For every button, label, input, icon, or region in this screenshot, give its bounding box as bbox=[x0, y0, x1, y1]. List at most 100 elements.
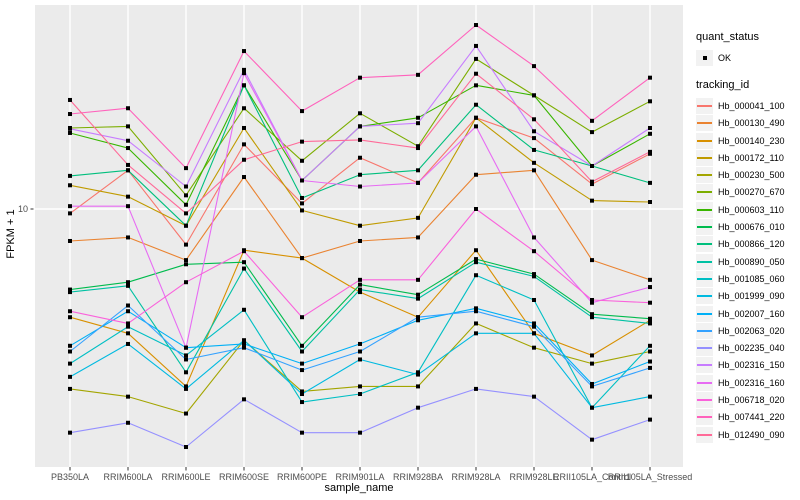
data-point[interactable] bbox=[474, 306, 478, 311]
data-point[interactable] bbox=[300, 361, 304, 366]
legend-item[interactable]: Hb_002007_160 bbox=[696, 305, 800, 322]
data-point[interactable] bbox=[126, 309, 130, 314]
data-point[interactable] bbox=[126, 204, 130, 209]
data-point[interactable] bbox=[416, 372, 420, 377]
data-point[interactable] bbox=[126, 146, 130, 151]
data-point[interactable] bbox=[532, 64, 536, 69]
data-point[interactable] bbox=[358, 223, 362, 228]
data-point[interactable] bbox=[184, 258, 188, 263]
data-point[interactable] bbox=[300, 343, 304, 348]
data-point[interactable] bbox=[126, 235, 130, 240]
data-point[interactable] bbox=[126, 162, 130, 167]
data-point[interactable] bbox=[126, 331, 130, 336]
data-point[interactable] bbox=[300, 430, 304, 435]
data-point[interactable] bbox=[590, 381, 594, 386]
data-point[interactable] bbox=[648, 200, 652, 205]
legend-item[interactable]: Hb_002316_150 bbox=[696, 357, 800, 374]
data-point[interactable] bbox=[184, 445, 188, 450]
data-point[interactable] bbox=[590, 300, 594, 305]
data-point[interactable] bbox=[416, 235, 420, 240]
data-point[interactable] bbox=[474, 273, 478, 278]
data-point[interactable] bbox=[474, 257, 478, 262]
data-point[interactable] bbox=[474, 386, 478, 391]
data-point[interactable] bbox=[68, 183, 72, 188]
data-point[interactable] bbox=[300, 389, 304, 394]
data-point[interactable] bbox=[532, 129, 536, 134]
data-point[interactable] bbox=[300, 208, 304, 213]
legend-item[interactable]: Hb_007441_220 bbox=[696, 409, 800, 426]
data-point[interactable] bbox=[590, 297, 594, 302]
data-point[interactable] bbox=[474, 321, 478, 326]
legend-item-ok[interactable]: OK bbox=[696, 49, 800, 66]
data-point[interactable] bbox=[648, 365, 652, 370]
legend-item[interactable]: Hb_000603_110 bbox=[696, 201, 800, 218]
data-point[interactable] bbox=[242, 175, 246, 180]
data-point[interactable] bbox=[416, 72, 420, 77]
data-point[interactable] bbox=[416, 405, 420, 410]
data-point[interactable] bbox=[242, 345, 246, 350]
data-point[interactable] bbox=[242, 260, 246, 265]
data-point[interactable] bbox=[474, 102, 478, 107]
data-point[interactable] bbox=[474, 43, 478, 48]
data-point[interactable] bbox=[184, 411, 188, 416]
data-point[interactable] bbox=[416, 168, 420, 173]
data-point[interactable] bbox=[648, 180, 652, 185]
data-point[interactable] bbox=[300, 368, 304, 373]
legend-item[interactable]: Hb_000230_500 bbox=[696, 166, 800, 184]
legend-item[interactable]: Hb_000270_670 bbox=[696, 184, 800, 201]
data-point[interactable] bbox=[648, 125, 652, 130]
data-point[interactable] bbox=[184, 166, 188, 171]
data-point[interactable] bbox=[358, 238, 362, 243]
data-point[interactable] bbox=[300, 109, 304, 114]
data-point[interactable] bbox=[590, 315, 594, 320]
data-point[interactable] bbox=[184, 242, 188, 247]
data-point[interactable] bbox=[358, 172, 362, 177]
data-point[interactable] bbox=[184, 353, 188, 358]
data-point[interactable] bbox=[590, 118, 594, 123]
data-point[interactable] bbox=[474, 172, 478, 177]
data-point[interactable] bbox=[358, 184, 362, 189]
data-point[interactable] bbox=[648, 149, 652, 154]
data-point[interactable] bbox=[184, 357, 188, 362]
data-point[interactable] bbox=[416, 315, 420, 320]
data-point[interactable] bbox=[416, 384, 420, 389]
data-point[interactable] bbox=[68, 126, 72, 131]
data-point[interactable] bbox=[126, 283, 130, 288]
legend-item[interactable]: Hb_001999_090 bbox=[696, 288, 800, 305]
data-point[interactable] bbox=[68, 309, 72, 314]
data-point[interactable] bbox=[590, 198, 594, 203]
data-point[interactable] bbox=[242, 338, 246, 343]
data-point[interactable] bbox=[648, 349, 652, 354]
legend-item[interactable]: Hb_000130_490 bbox=[696, 115, 800, 132]
data-point[interactable] bbox=[416, 296, 420, 301]
data-point[interactable] bbox=[68, 97, 72, 102]
data-point[interactable] bbox=[68, 173, 72, 178]
data-point[interactable] bbox=[358, 392, 362, 397]
data-point[interactable] bbox=[126, 321, 130, 326]
legend-item[interactable]: Hb_000866_120 bbox=[696, 236, 800, 253]
data-point[interactable] bbox=[184, 211, 188, 216]
data-point[interactable] bbox=[474, 331, 478, 336]
legend-item[interactable]: Hb_000172_110 bbox=[696, 149, 800, 166]
legend-item[interactable]: Hb_012490_090 bbox=[696, 426, 800, 443]
data-point[interactable] bbox=[300, 256, 304, 261]
data-point[interactable] bbox=[242, 142, 246, 147]
data-point[interactable] bbox=[126, 394, 130, 399]
data-point[interactable] bbox=[68, 204, 72, 209]
data-point[interactable] bbox=[126, 324, 130, 329]
data-point[interactable] bbox=[532, 324, 536, 329]
data-point[interactable] bbox=[416, 146, 420, 151]
legend-item[interactable]: Hb_000041_100 bbox=[696, 97, 800, 114]
data-point[interactable] bbox=[416, 318, 420, 323]
data-point[interactable] bbox=[590, 258, 594, 263]
data-point[interactable] bbox=[300, 392, 304, 397]
data-point[interactable] bbox=[300, 400, 304, 405]
data-point[interactable] bbox=[242, 266, 246, 271]
data-point[interactable] bbox=[358, 282, 362, 287]
data-point[interactable] bbox=[68, 386, 72, 391]
legend-item[interactable]: Hb_002235_040 bbox=[696, 339, 800, 357]
data-point[interactable] bbox=[532, 147, 536, 152]
data-point[interactable] bbox=[532, 345, 536, 350]
data-point[interactable] bbox=[590, 405, 594, 410]
data-point[interactable] bbox=[126, 194, 130, 199]
